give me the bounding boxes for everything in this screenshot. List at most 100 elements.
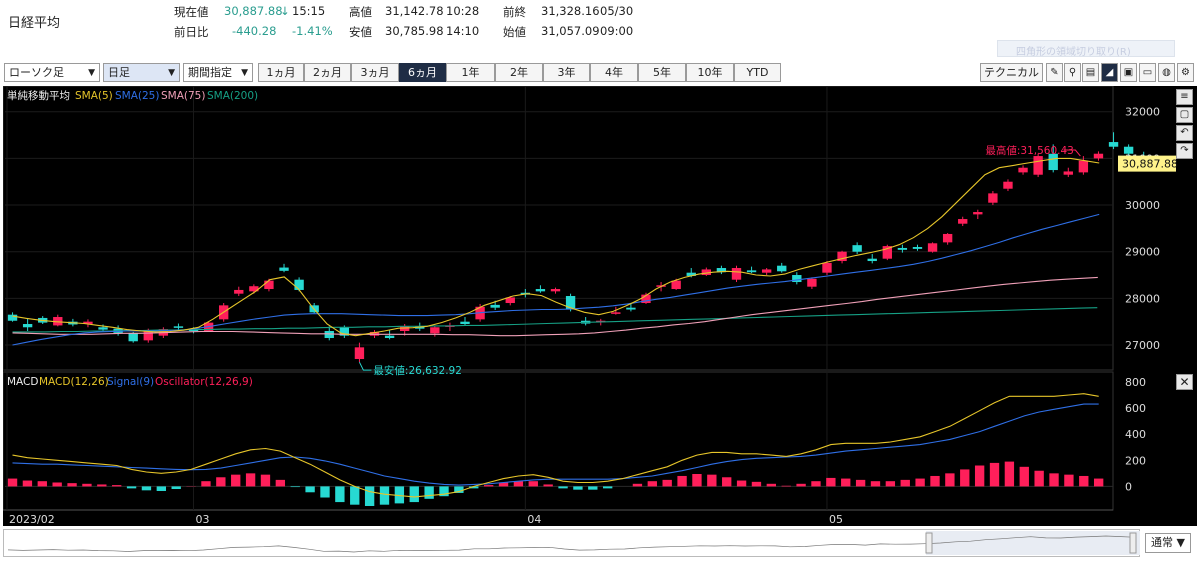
lock-icon[interactable]: ▢ bbox=[1176, 107, 1193, 123]
grid bbox=[2, 85, 1114, 511]
range-button-3m[interactable]: 3ヵ月 bbox=[351, 63, 399, 82]
oscillator-bar bbox=[335, 486, 345, 503]
macd-tick-label: 400 bbox=[1125, 428, 1146, 441]
pencil-icon[interactable]: ✎ bbox=[1046, 63, 1063, 82]
technical-button[interactable]: テクニカル bbox=[980, 63, 1043, 82]
range-button-1m[interactable]: 1ヵ月 bbox=[258, 63, 304, 82]
oscillator-bar bbox=[141, 486, 152, 491]
macd-legend-item: MACD bbox=[7, 376, 38, 388]
candle-body bbox=[1003, 181, 1013, 189]
last-price-tag bbox=[1118, 155, 1176, 172]
interval-select[interactable]: 日足 ▼ bbox=[103, 63, 180, 82]
candle-body bbox=[505, 297, 515, 304]
navigator-right-handle[interactable] bbox=[1129, 532, 1137, 554]
zoom-icon[interactable]: ⚲ bbox=[1064, 63, 1081, 82]
quote-header: 日経平均 現在値 30,887.88 ↓ 15:15 前日比 -440.28 -… bbox=[0, 0, 1200, 60]
oscillator-bar bbox=[1019, 466, 1029, 487]
chevron-down-icon: ▼ bbox=[88, 68, 95, 78]
oscillator-bar bbox=[1064, 474, 1074, 487]
price-legend-item: SMA(5) bbox=[75, 90, 113, 102]
candle-body bbox=[249, 286, 259, 292]
oscillator-bar bbox=[67, 483, 77, 487]
oscillator-bar bbox=[915, 478, 925, 487]
bars-icon[interactable]: ▤ bbox=[1082, 63, 1099, 82]
current-time: 15:15 bbox=[292, 4, 326, 18]
undo-icon[interactable]: ↶ bbox=[1176, 125, 1193, 141]
oscillator-bar bbox=[855, 479, 866, 487]
range-button-1y[interactable]: 1年 bbox=[446, 63, 495, 82]
candle-body bbox=[234, 289, 244, 294]
candle-body bbox=[354, 347, 365, 360]
change-value: -440.28 bbox=[232, 24, 277, 38]
chevron-down-icon: ▼ bbox=[241, 68, 248, 78]
oscillator-bar bbox=[424, 486, 434, 499]
candle-body bbox=[1063, 171, 1073, 175]
candle-body bbox=[761, 269, 772, 273]
open-time: 09:00 bbox=[600, 24, 634, 38]
zoom-select[interactable]: 通常 ▼ bbox=[1145, 533, 1191, 553]
oscillator-bar bbox=[945, 473, 955, 487]
macd-tick-label: 200 bbox=[1125, 454, 1146, 467]
chart-labels: 3200031000300002900028000270008006004002… bbox=[7, 89, 1178, 526]
price-tick-label: 27000 bbox=[1125, 339, 1160, 352]
line-chart-icon[interactable]: ◢ bbox=[1101, 63, 1118, 82]
candle-body bbox=[188, 329, 199, 332]
expand-icon[interactable]: ≡ bbox=[1176, 89, 1193, 105]
navigator-selection[interactable] bbox=[926, 531, 1140, 555]
oscillator-bar bbox=[498, 482, 509, 487]
range-button-4y[interactable]: 4年 bbox=[590, 63, 638, 82]
period-select[interactable]: 期間指定 ▼ bbox=[183, 63, 253, 82]
folder-icon[interactable]: ▭ bbox=[1139, 63, 1156, 82]
range-button-5y[interactable]: 5年 bbox=[638, 63, 686, 82]
macd-line bbox=[12, 393, 1099, 498]
min-price-pointer bbox=[358, 361, 372, 371]
sma75-line bbox=[12, 276, 1098, 337]
range-navigator[interactable] bbox=[3, 529, 1140, 557]
macd-legend-item: Signal(9) bbox=[107, 376, 154, 388]
change-percent: -1.41% bbox=[292, 24, 333, 38]
candle-body bbox=[1078, 160, 1089, 173]
oscillator-bar bbox=[82, 483, 92, 487]
oscillator-bar bbox=[751, 481, 762, 487]
toolbar: ローソク足 ▼ 日足 ▼ 期間指定 ▼ 1ヵ月 2ヵ月 3ヵ月 6ヵ月 1年 2年 3… bbox=[0, 63, 1200, 85]
navigator-left-handle[interactable] bbox=[925, 532, 933, 554]
prev-close-date: 05/30 bbox=[600, 4, 634, 18]
oscillator-bar bbox=[7, 478, 18, 487]
oscillator-bar bbox=[97, 484, 107, 487]
range-button-2m[interactable]: 2ヵ月 bbox=[304, 63, 351, 82]
redo-icon[interactable]: ↷ bbox=[1176, 143, 1193, 159]
candle-body bbox=[867, 258, 877, 262]
range-button-3y[interactable]: 3年 bbox=[543, 63, 590, 82]
chart-panel[interactable]: 3200031000300002900028000270008006004002… bbox=[2, 85, 1197, 526]
oscillator-bar bbox=[841, 478, 851, 487]
candle-body bbox=[22, 324, 33, 328]
candle-body bbox=[460, 321, 470, 325]
oscillator-bar bbox=[22, 480, 33, 487]
price-tick-label: 30000 bbox=[1125, 199, 1160, 212]
oscillator-bar bbox=[394, 486, 405, 504]
oscillator-bar bbox=[647, 481, 657, 487]
candle-body bbox=[384, 335, 395, 339]
chart-type-select[interactable]: ローソク足 ▼ bbox=[4, 63, 100, 82]
macd-tick-label: 0 bbox=[1125, 480, 1132, 493]
candle-body bbox=[1123, 146, 1134, 154]
price-tick-label: 28000 bbox=[1125, 292, 1160, 305]
candle-body bbox=[264, 280, 274, 290]
print-icon[interactable]: ▣ bbox=[1120, 63, 1137, 82]
oscillator-bar bbox=[573, 486, 583, 490]
oscillator-bar bbox=[1079, 475, 1089, 487]
candle-body bbox=[1093, 153, 1104, 159]
range-button-ytd[interactable]: YTD bbox=[734, 63, 781, 82]
gear-icon[interactable]: ⚙ bbox=[1177, 63, 1194, 82]
oscillator-bar bbox=[305, 486, 315, 493]
candle-body bbox=[882, 246, 892, 259]
close-icon[interactable]: ✕ bbox=[1176, 374, 1193, 390]
range-button-10y[interactable]: 10年 bbox=[686, 63, 734, 82]
current-value: 30,887.88 bbox=[224, 4, 283, 18]
oscillator-bar bbox=[603, 486, 613, 489]
range-button-2y[interactable]: 2年 bbox=[495, 63, 543, 82]
price-legend-item: 単純移動平均 bbox=[7, 89, 70, 102]
range-button-6m[interactable]: 6ヵ月 bbox=[399, 63, 446, 82]
globe-icon[interactable]: ◍ bbox=[1158, 63, 1175, 82]
oscillator-bar bbox=[454, 486, 464, 493]
